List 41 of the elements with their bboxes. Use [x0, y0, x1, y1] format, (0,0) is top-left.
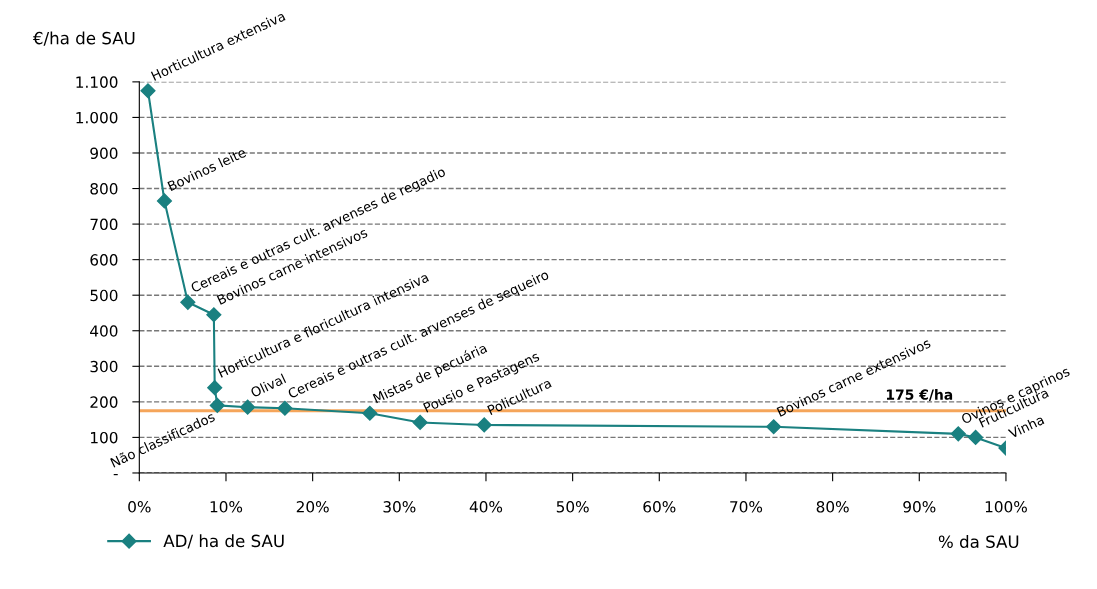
x-tick-label: 10%: [210, 501, 243, 513]
x-tick-label: 30%: [383, 501, 416, 513]
point: [240, 399, 256, 415]
y-tick-label: 300: [90, 360, 118, 373]
point: [412, 414, 428, 431]
point: [207, 380, 223, 396]
point: [362, 405, 378, 421]
point: [950, 426, 966, 442]
legend-label: AD/ ha de SAU: [163, 534, 284, 549]
y-tick-label: 100: [91, 431, 118, 444]
y-tick-label: 600: [90, 254, 118, 266]
y-tick-label: 900: [90, 147, 118, 159]
y-tick-label: 800: [90, 183, 118, 195]
y-axis-title: €/ha de SAU: [32, 31, 135, 46]
point: [180, 294, 196, 310]
point: [968, 429, 984, 445]
point: [277, 400, 293, 416]
x-tick-label: 90%: [903, 501, 936, 513]
x-tick-label: 60%: [643, 501, 676, 513]
y-tick-label: 700: [90, 218, 118, 231]
point: [156, 193, 173, 209]
x-tick-label: 70%: [730, 501, 763, 513]
x-tick-label: 0%: [128, 501, 151, 513]
y-tick-label: 200: [90, 396, 118, 408]
y-tick-label: 400: [90, 325, 118, 337]
y-tick-label: 1.000: [76, 111, 118, 124]
point: [766, 419, 782, 435]
y-tick-label: -: [113, 473, 118, 476]
point: [206, 307, 222, 323]
x-tick-label: 50%: [556, 501, 589, 513]
ref-line-label: 175 €/ha: [886, 389, 953, 401]
point: [209, 397, 225, 413]
point: [140, 83, 156, 99]
y-tick-label: 1.100: [76, 76, 118, 88]
x-axis-title: % da SAU: [938, 535, 1019, 549]
x-tick-label: 100%: [985, 501, 1027, 513]
y-tick-label: 500: [90, 289, 118, 302]
x-tick-label: 20%: [296, 501, 329, 513]
point: [476, 417, 492, 433]
x-tick-label: 80%: [816, 501, 849, 513]
x-tick-label: 40%: [469, 501, 503, 513]
